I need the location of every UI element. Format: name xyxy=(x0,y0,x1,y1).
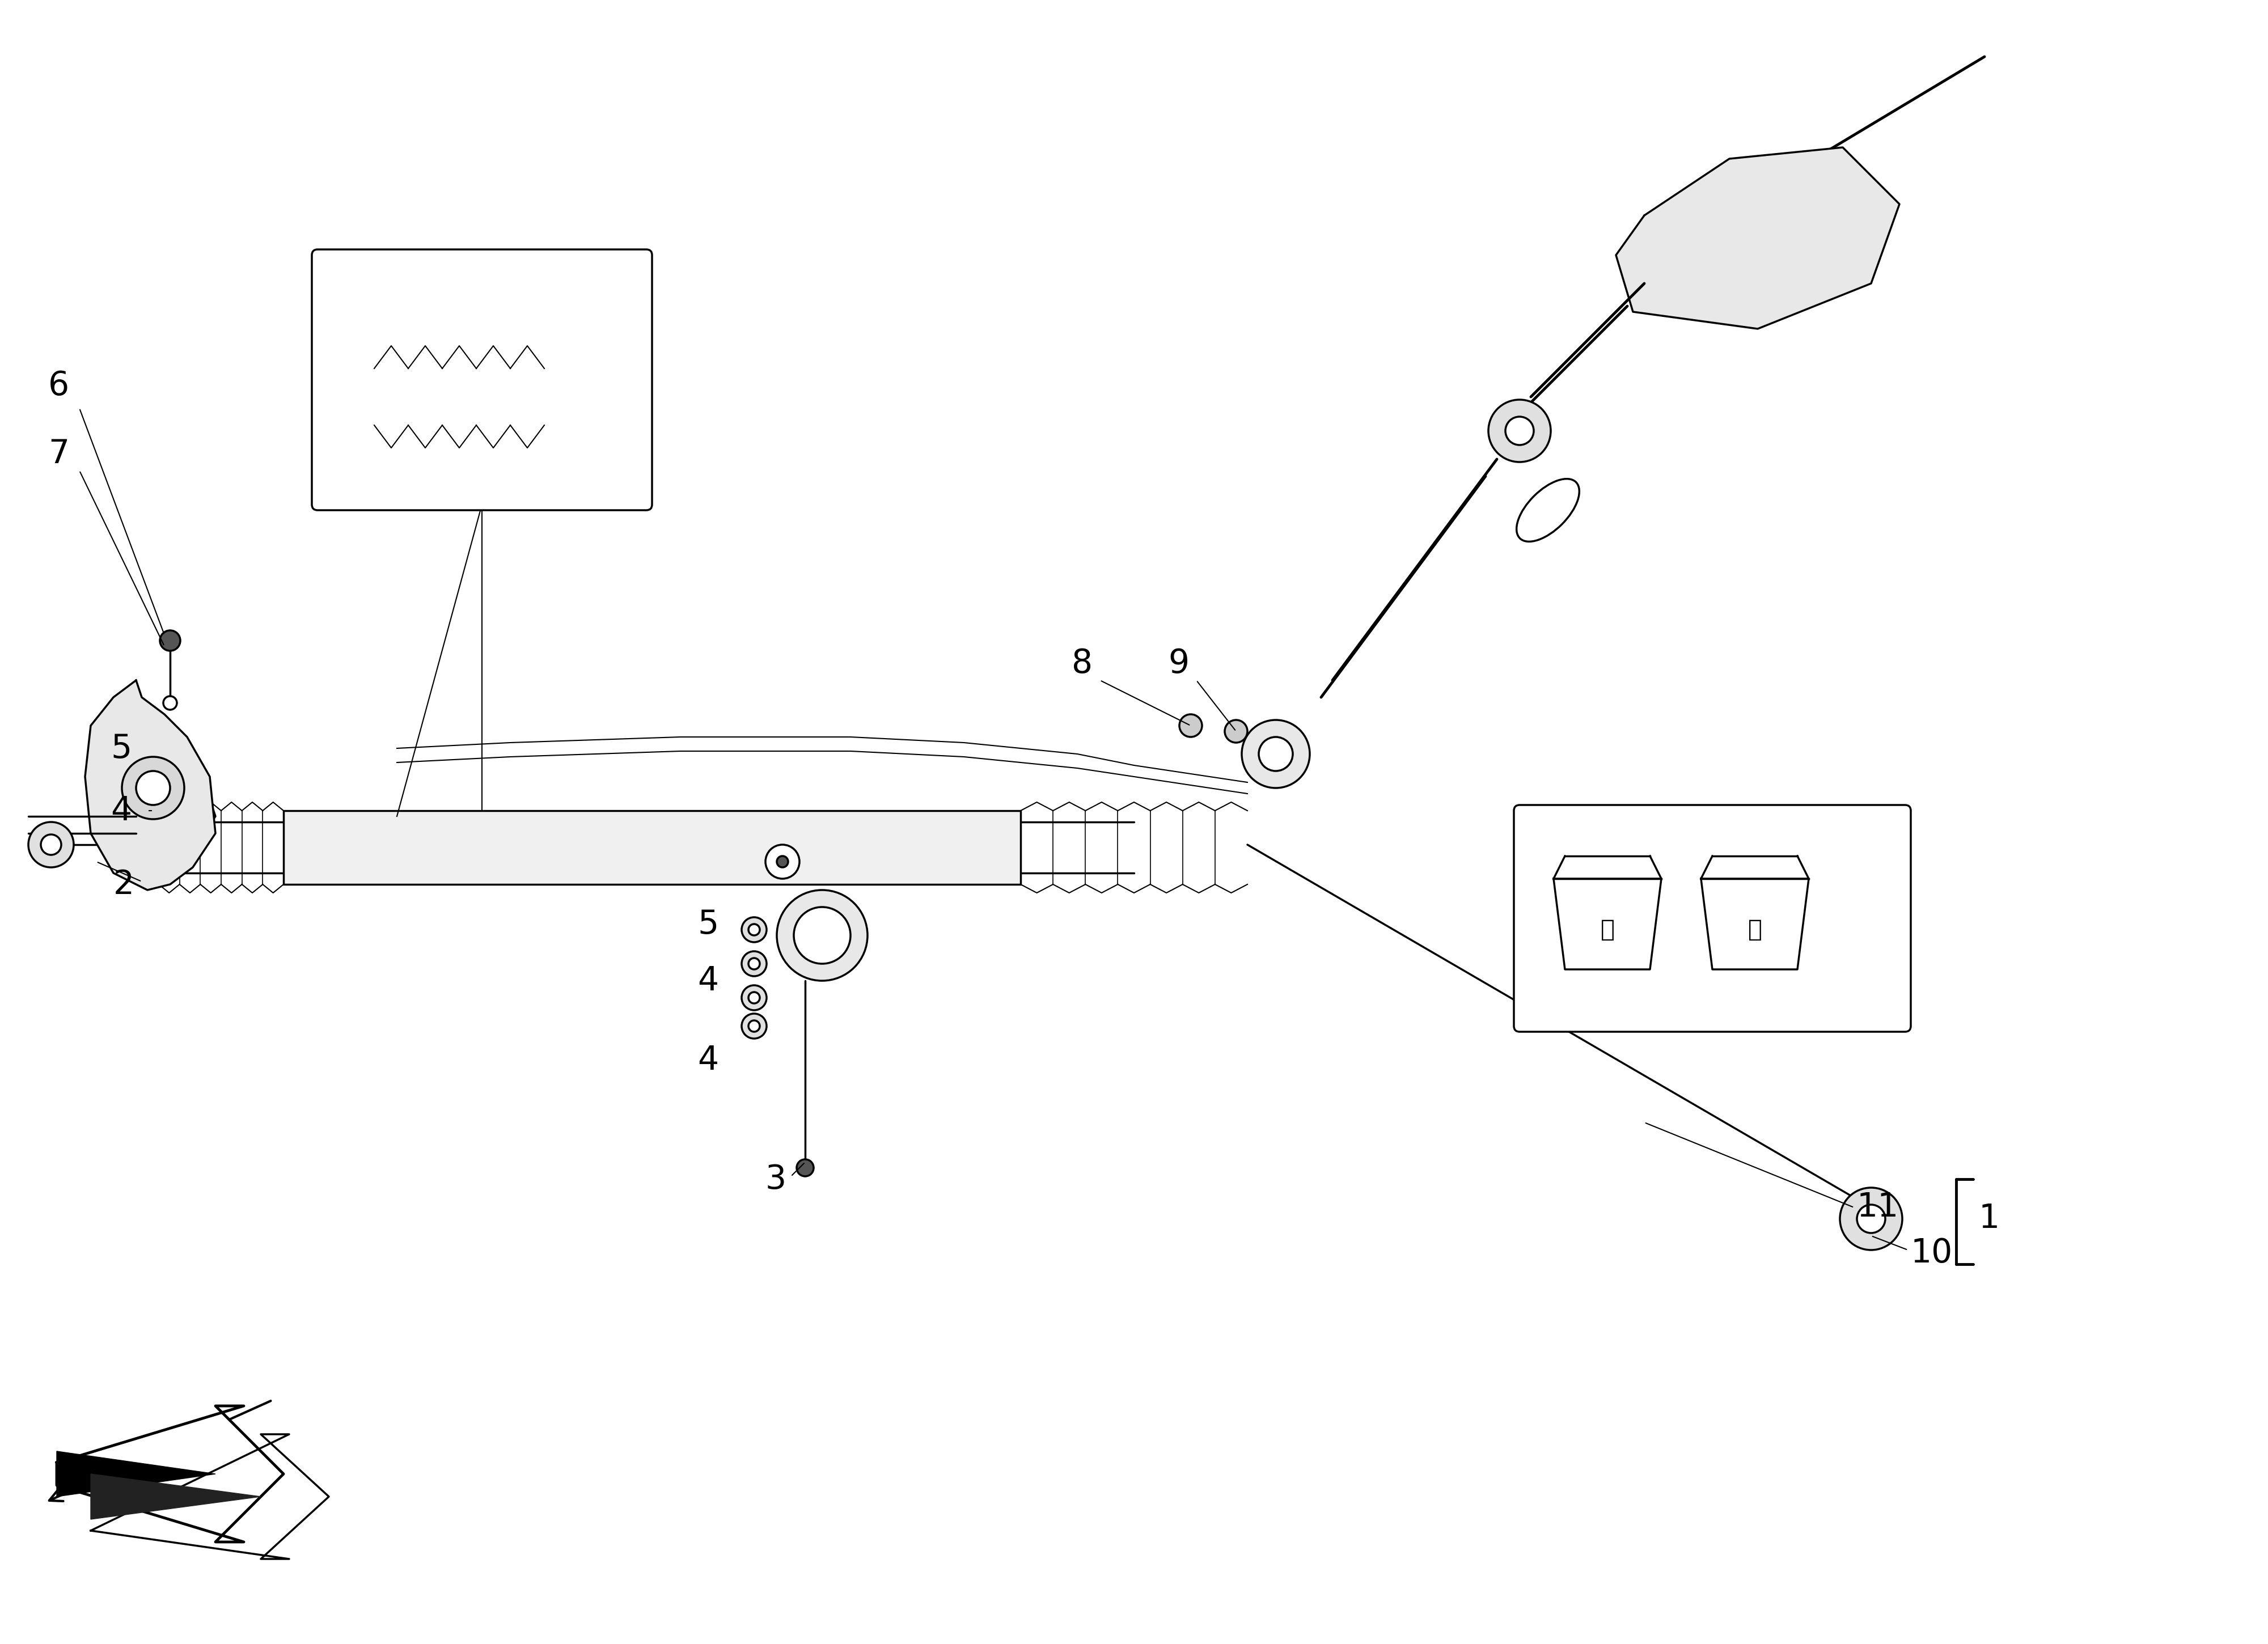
Polygon shape xyxy=(86,681,215,889)
Circle shape xyxy=(417,450,445,478)
Text: 12: 12 xyxy=(544,429,587,462)
Polygon shape xyxy=(1701,878,1810,970)
Polygon shape xyxy=(91,1475,261,1519)
Circle shape xyxy=(748,958,760,970)
Text: 4: 4 xyxy=(699,965,719,996)
Circle shape xyxy=(1259,737,1293,771)
Circle shape xyxy=(136,771,170,806)
Polygon shape xyxy=(1554,878,1660,970)
Text: 3: 3 xyxy=(767,1162,787,1195)
FancyBboxPatch shape xyxy=(313,250,653,510)
Circle shape xyxy=(767,845,798,878)
Circle shape xyxy=(796,1159,814,1177)
Circle shape xyxy=(1488,399,1551,462)
Circle shape xyxy=(742,985,767,1009)
Circle shape xyxy=(742,1014,767,1039)
Text: 11: 11 xyxy=(1857,1192,1898,1223)
Circle shape xyxy=(159,630,181,651)
Text: 1: 1 xyxy=(1978,1203,2000,1235)
Circle shape xyxy=(794,907,850,963)
Circle shape xyxy=(122,756,184,819)
Text: 5: 5 xyxy=(699,907,719,940)
Circle shape xyxy=(748,1021,760,1032)
Circle shape xyxy=(1839,1187,1903,1249)
Circle shape xyxy=(742,952,767,977)
Circle shape xyxy=(163,695,177,710)
Circle shape xyxy=(1179,713,1202,737)
Text: 9: 9 xyxy=(1168,648,1188,679)
Circle shape xyxy=(41,835,61,855)
Text: 🐎: 🐎 xyxy=(1601,917,1615,942)
Text: 14: 14 xyxy=(1796,820,1839,852)
Circle shape xyxy=(748,991,760,1003)
Circle shape xyxy=(776,857,789,868)
Circle shape xyxy=(1857,1205,1885,1233)
Text: 4: 4 xyxy=(111,794,132,827)
Text: 🐎: 🐎 xyxy=(1749,917,1762,942)
Circle shape xyxy=(1225,720,1247,743)
Polygon shape xyxy=(91,1434,329,1559)
Circle shape xyxy=(1506,416,1533,446)
Polygon shape xyxy=(57,1406,284,1542)
Text: 10: 10 xyxy=(1910,1236,1953,1269)
Text: 5: 5 xyxy=(111,732,132,764)
Bar xyxy=(284,810,1021,884)
Text: 7: 7 xyxy=(48,437,70,470)
Text: 6: 6 xyxy=(48,370,70,401)
Circle shape xyxy=(1243,720,1311,787)
Circle shape xyxy=(776,889,866,981)
Circle shape xyxy=(748,924,760,935)
Polygon shape xyxy=(1615,148,1901,329)
FancyBboxPatch shape xyxy=(1515,806,1910,1032)
Text: 2: 2 xyxy=(113,868,134,901)
Text: 4: 4 xyxy=(699,1044,719,1077)
Text: 13: 13 xyxy=(1615,820,1658,852)
Circle shape xyxy=(27,822,73,868)
Polygon shape xyxy=(57,1452,215,1496)
Circle shape xyxy=(742,917,767,942)
Text: 8: 8 xyxy=(1073,648,1093,679)
